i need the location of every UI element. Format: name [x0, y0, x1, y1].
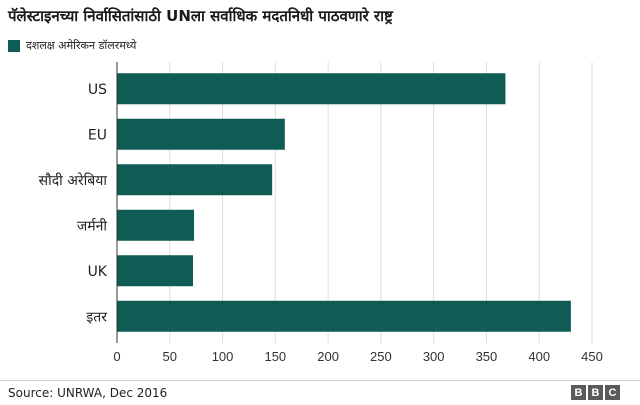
x-tick-label: 350	[476, 349, 498, 364]
bar	[117, 118, 285, 150]
category-label: UK	[88, 264, 108, 280]
x-tick-label: 100	[212, 349, 234, 364]
category-label: EU	[88, 127, 107, 143]
x-tick-label: 150	[264, 349, 286, 364]
legend-label: दशलक्ष अमेरिकन डॉलरमध्ये	[26, 39, 137, 52]
x-tick-label: 450	[581, 349, 603, 364]
bbc-logo: B B C	[571, 385, 620, 400]
bbc-logo-letter: B	[588, 385, 603, 400]
category-label: इतर	[86, 309, 107, 325]
bar	[117, 209, 195, 241]
bar-chart: US EU सौदी अरेबिया जर्मनी UK इतर 0 50 100 150 200 2…	[39, 62, 603, 364]
x-tick-label: 400	[528, 349, 550, 364]
category-label: US	[88, 82, 107, 98]
bar	[117, 300, 571, 332]
legend: दशलक्ष अमेरिकन डॉलरमध्ये	[8, 38, 136, 53]
footer-divider	[0, 380, 640, 381]
category-label: जर्मनी	[77, 217, 108, 234]
chart-title: पॅलेस्टाइनच्या निर्वासितांसाठी UNला सर्व…	[8, 7, 393, 25]
x-tick-label: 250	[370, 349, 392, 364]
legend-swatch	[8, 39, 20, 52]
bbc-logo-letter: C	[605, 385, 620, 400]
bbc-logo-letter: B	[571, 385, 586, 400]
bar	[117, 164, 273, 196]
category-label: सौदी अरेबिया	[39, 172, 108, 189]
x-tick-label: 300	[423, 349, 445, 364]
x-tick-label: 0	[113, 349, 120, 364]
x-tick-label: 50	[163, 349, 177, 364]
bar	[117, 73, 506, 105]
source-note: Source: UNRWA, Dec 2016	[8, 386, 168, 400]
x-tick-label: 200	[317, 349, 339, 364]
bar	[117, 255, 193, 287]
